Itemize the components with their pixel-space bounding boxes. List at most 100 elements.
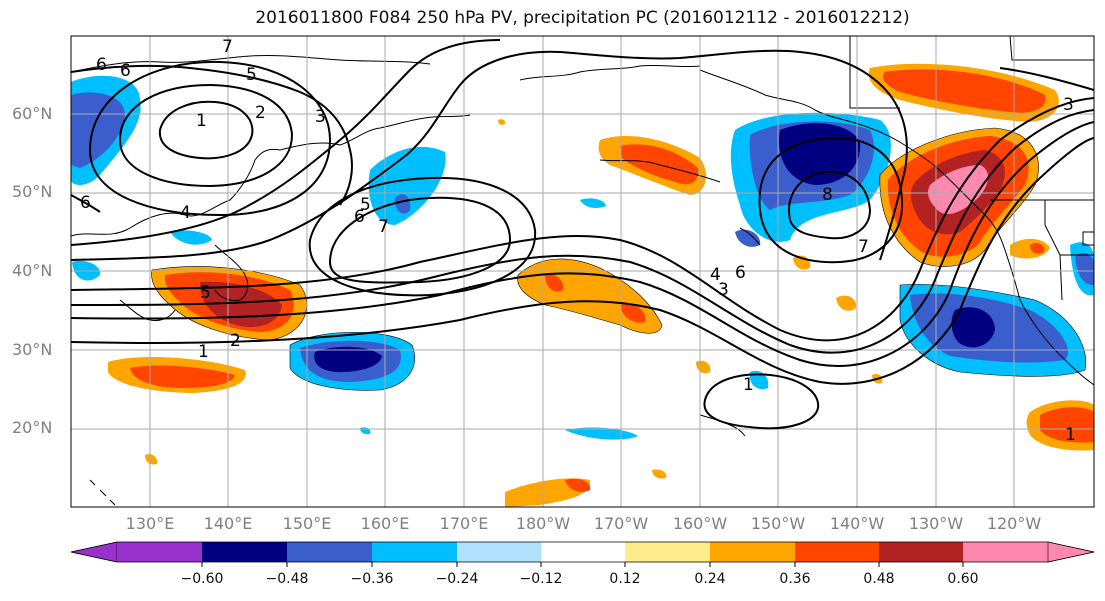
pv-contour — [71, 137, 1094, 385]
pv-contour — [71, 121, 1094, 367]
contour-label: 6 — [80, 193, 91, 213]
colorbar-min-extend — [70, 541, 118, 563]
precip-pos-region — [883, 69, 1046, 113]
colorbar-cell — [287, 542, 372, 562]
precip-pos-region — [928, 165, 989, 215]
contour-label: 1 — [743, 375, 754, 395]
contour-label: 1 — [198, 342, 209, 362]
contour-label: 7 — [222, 37, 233, 57]
precip-pos-region — [545, 274, 564, 292]
graticule — [71, 36, 1094, 507]
pv-contour — [118, 83, 294, 188]
pv-contour-labels: 7 6 6 5 1 2 3 6 4 5 6 7 5 2 1 4 3 6 8 7 … — [80, 37, 1076, 445]
contour-label: 1 — [196, 111, 207, 131]
precip-pos-region — [652, 469, 667, 479]
colorbar-cell — [372, 542, 457, 562]
pv-contour — [158, 100, 254, 160]
colorbar-tick-label: 0.24 — [694, 571, 726, 587]
contour-label: 3 — [1063, 95, 1074, 115]
precip-pos-region — [130, 365, 235, 388]
precip-neg-region — [314, 346, 382, 373]
lon-label: 150°W — [750, 514, 806, 533]
colorbar-tick-label: −0.48 — [265, 571, 309, 587]
contour-label: 8 — [822, 185, 833, 205]
precip-neg-region — [580, 198, 606, 208]
precip-neg-region — [71, 92, 125, 168]
precip-neg-region — [394, 194, 411, 214]
contour-label: 7 — [858, 237, 869, 257]
lat-label: 40°N — [12, 261, 53, 280]
pv-contour — [758, 136, 904, 264]
precip-pos-region — [565, 478, 591, 492]
colorbar-cell — [879, 542, 963, 562]
precip-neg-region — [735, 229, 761, 247]
lon-label: 140°W — [829, 514, 885, 533]
map-frame — [70, 35, 1095, 508]
lat-label: 30°N — [12, 340, 53, 359]
precip-pos-region — [1030, 242, 1045, 254]
pv-contours — [71, 39, 1094, 430]
lon-label: 170°W — [593, 514, 649, 533]
contour-label: 3 — [718, 280, 729, 300]
precip-neg-region — [1075, 253, 1094, 286]
coastlines — [71, 54, 1094, 506]
colorbar-cell — [625, 542, 710, 562]
precip-negative-shading — [71, 75, 1094, 440]
contour-label: 3 — [315, 107, 326, 127]
pv-contour — [71, 109, 1094, 354]
colorbar — [70, 541, 1095, 567]
contour-label: 2 — [230, 331, 241, 351]
borders — [849, 36, 1094, 301]
contour-label: 5 — [246, 65, 257, 85]
contour-label: 2 — [255, 103, 266, 123]
lon-label: 120°W — [986, 514, 1042, 533]
pv-contour — [999, 67, 1094, 91]
precip-neg-region — [170, 230, 212, 245]
lon-label: 150°E — [282, 514, 332, 533]
contour-label: 4 — [180, 203, 191, 223]
colorbar-cell — [457, 542, 541, 562]
contour-label: 6 — [735, 263, 746, 283]
pv-contour — [71, 39, 501, 246]
precip-pos-region — [145, 454, 158, 465]
precip-neg-region — [368, 146, 446, 225]
colorbar-cell — [202, 542, 287, 562]
colorbar-tick-label: −0.60 — [180, 571, 224, 587]
pv-contour — [308, 176, 537, 297]
pv-contour — [788, 170, 872, 240]
lat-label: 20°N — [12, 418, 53, 437]
pv-contour — [71, 194, 101, 213]
lon-label: 160°W — [672, 514, 728, 533]
colorbar-cell — [795, 542, 879, 562]
colorbar-outline — [70, 541, 1095, 563]
lon-label: 130°W — [908, 514, 964, 533]
colorbar-cell — [963, 542, 1048, 562]
lon-label: 140°E — [203, 514, 253, 533]
colorbar-tick-label: −0.24 — [435, 571, 479, 587]
pv-contour — [71, 49, 908, 261]
pv-contour — [328, 196, 512, 284]
lat-label: 60°N — [12, 104, 53, 123]
precip-pos-region — [498, 119, 506, 125]
contour-label: 1 — [1065, 425, 1076, 445]
contour-label: 7 — [378, 217, 389, 237]
lon-label: 180°W — [515, 514, 571, 533]
pv-contour — [703, 373, 820, 430]
colorbar-tick-label: −0.12 — [519, 571, 563, 587]
colorbar-max-extend — [1047, 541, 1095, 563]
precip-pos-region — [620, 303, 646, 323]
pv-contour — [71, 64, 353, 206]
colorbar-tick-label: 0.48 — [863, 571, 895, 587]
colorbar-tick-label: 0.60 — [947, 571, 979, 587]
colorbar-tick-label: 0.12 — [609, 571, 641, 587]
lon-label: 130°E — [125, 514, 175, 533]
precip-pos-region — [696, 360, 711, 374]
contour-label: 5 — [360, 195, 371, 215]
precip-neg-region — [565, 427, 638, 440]
contour-label: 6 — [354, 207, 365, 227]
contour-label: 6 — [120, 61, 131, 81]
precip-neg-region — [951, 307, 995, 348]
colorbar-tick-label: −0.36 — [350, 571, 394, 587]
colorbar-cell — [710, 542, 795, 562]
